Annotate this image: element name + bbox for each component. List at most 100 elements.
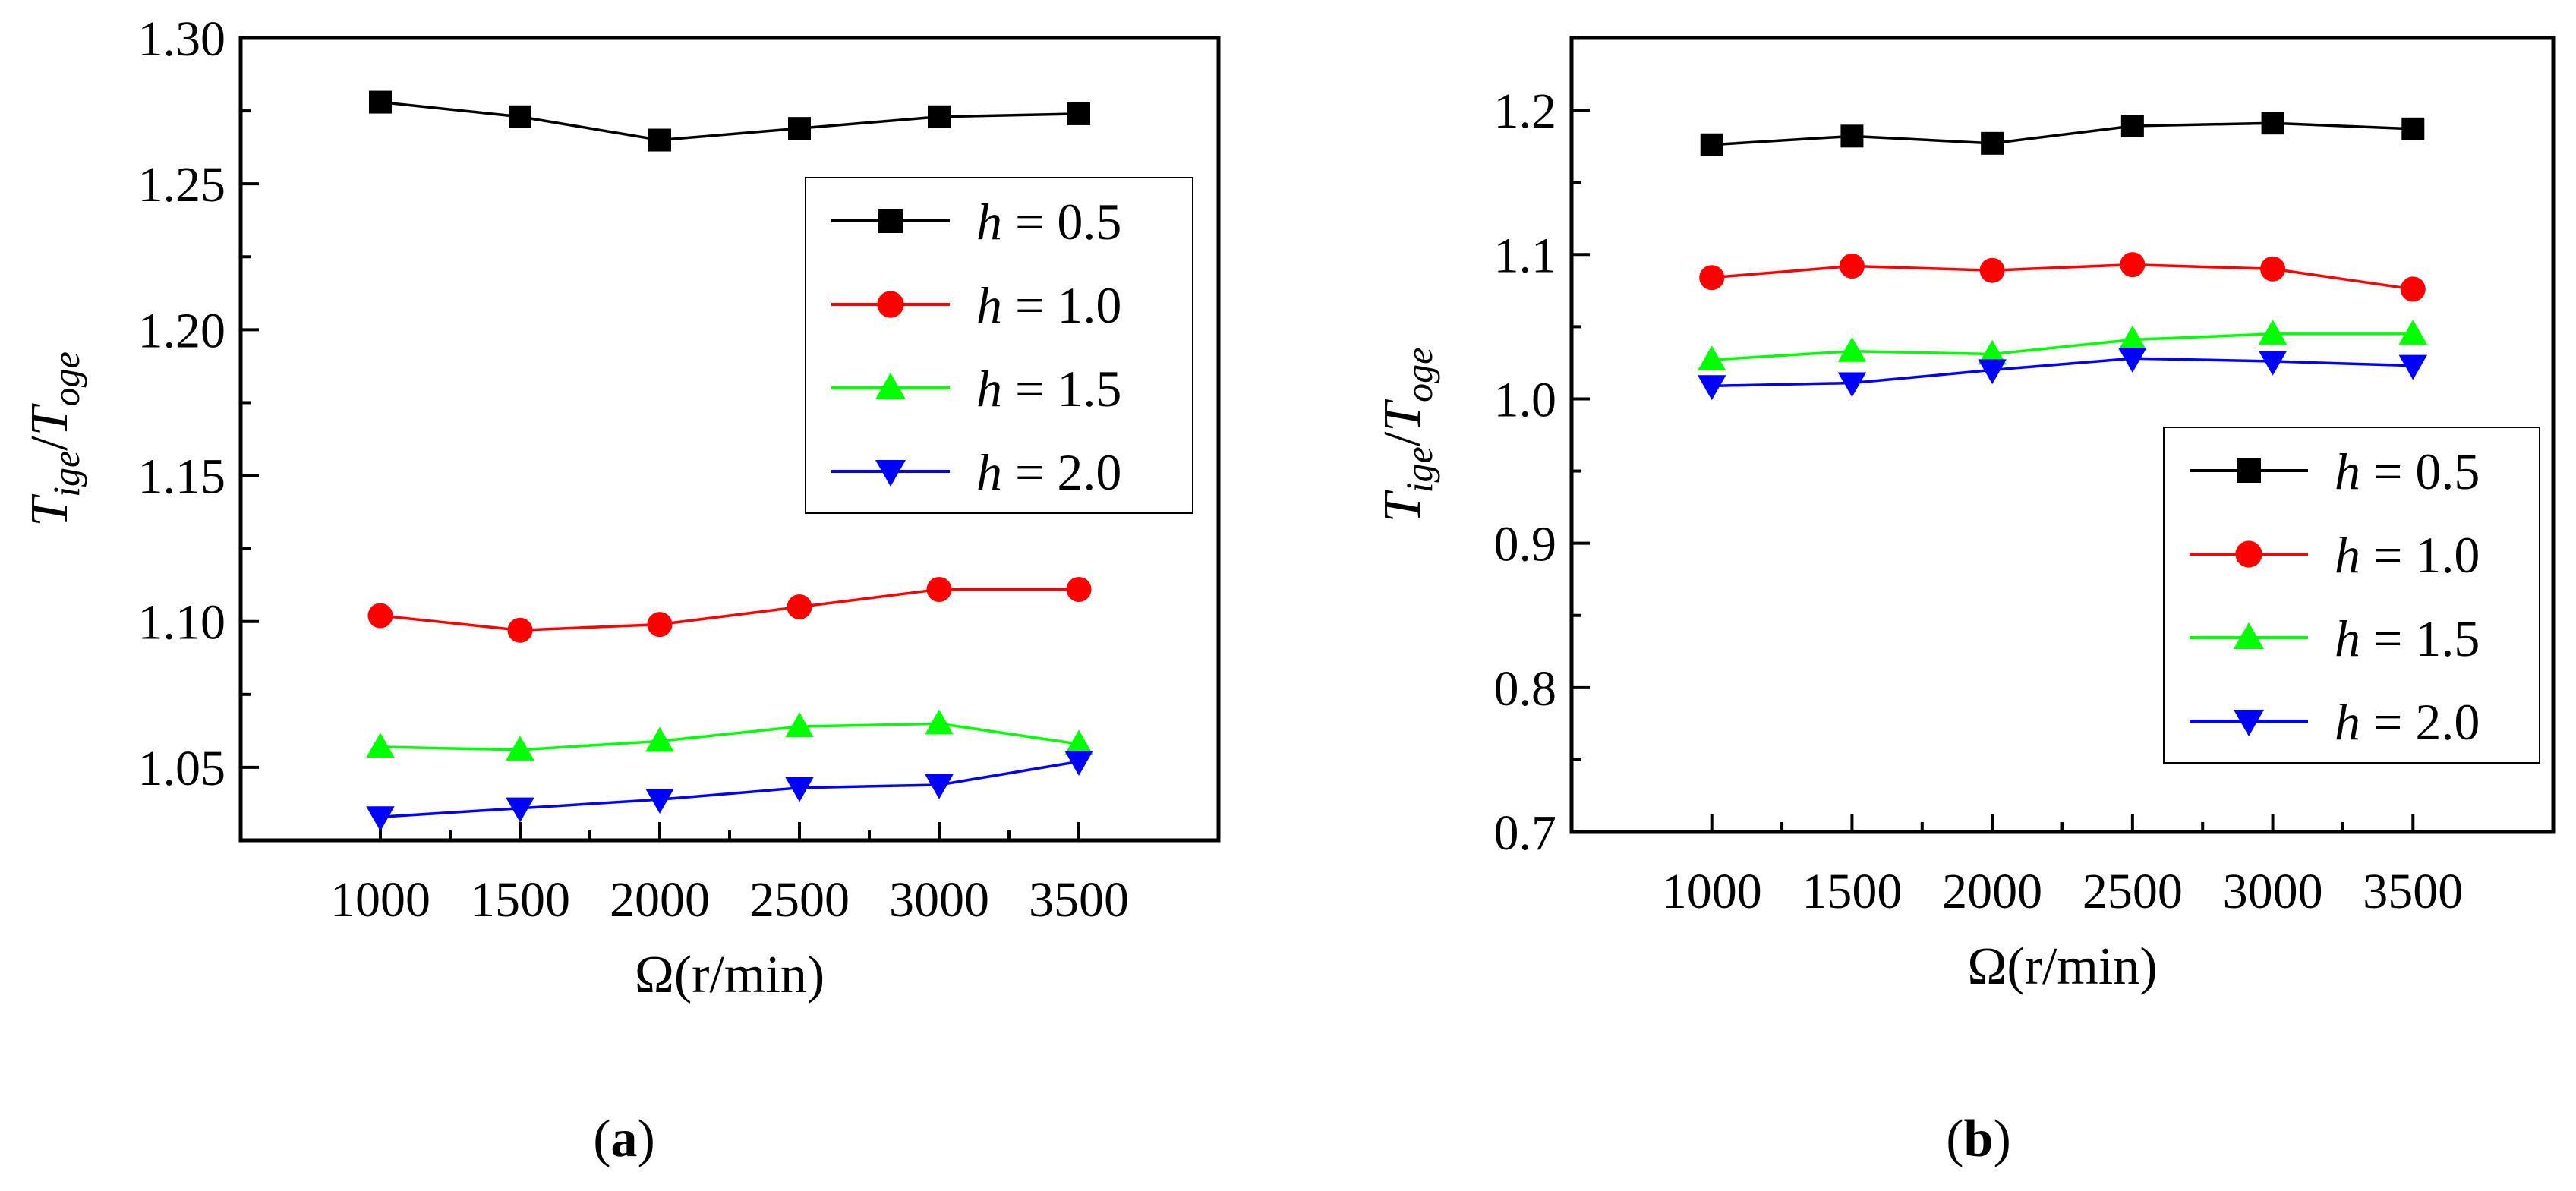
data-point [1700, 133, 1723, 156]
y-axis-title: Tige/Toge [20, 351, 87, 527]
y-tick-label: 1.0 [1494, 372, 1557, 427]
series-line-2 [1711, 263, 2414, 291]
x-tick-label: 3500 [2363, 864, 2463, 919]
y-tick-label: 1.25 [138, 157, 226, 213]
x-tick-label: 2500 [749, 872, 850, 928]
data-point [2118, 348, 2147, 373]
legend-marker [875, 373, 906, 399]
y-tick-label: 1.1 [1494, 228, 1557, 283]
data-point [366, 806, 395, 832]
series-line-1 [1711, 121, 2414, 147]
data-point [2118, 325, 2147, 351]
y-axis-title: Tige/Toge [1373, 348, 1440, 523]
legend-label: h = 0.5 [976, 193, 1121, 250]
data-point [1840, 124, 1864, 148]
x-tick-label: 2000 [610, 872, 710, 928]
y-tick-label: 1.20 [138, 303, 226, 358]
legend-marker [2235, 540, 2262, 568]
series-line-1 [380, 100, 1080, 142]
legend-label: h = 0.5 [2335, 443, 2480, 500]
data-point [788, 117, 811, 140]
data-point [1981, 131, 2004, 155]
data-point [2120, 252, 2146, 278]
x-tick-label: 1500 [1802, 864, 1902, 919]
data-point [507, 617, 533, 643]
legend-marker [2237, 458, 2261, 483]
data-point [1837, 336, 1867, 362]
x-tick-label: 2500 [2083, 864, 2183, 919]
y-tick-label: 1.10 [138, 595, 226, 651]
data-point [648, 128, 671, 152]
data-point [925, 774, 954, 799]
y-tick-label: 0.8 [1494, 661, 1557, 717]
data-point [785, 712, 814, 738]
data-point [2258, 350, 2288, 376]
data-point [1067, 102, 1090, 125]
panel-caption: (a) [593, 1110, 655, 1168]
x-tick-label: 1000 [330, 872, 430, 928]
legend-marker [875, 460, 906, 487]
series-line-4 [380, 760, 1080, 818]
legend-box [805, 177, 1193, 514]
data-point [1837, 372, 1867, 398]
data-point [926, 576, 952, 602]
data-point [785, 777, 814, 802]
data-point [1697, 375, 1726, 401]
y-tick-label: 1.15 [138, 449, 226, 505]
data-point [2261, 112, 2284, 135]
x-tick-label: 3000 [2223, 864, 2323, 919]
series-line-3 [1711, 332, 2414, 361]
legend-label: h = 2.0 [2335, 693, 2480, 751]
x-tick-label: 3500 [1029, 872, 1129, 928]
series-line-4 [1711, 357, 2414, 388]
y-tick-label: 1.30 [138, 11, 226, 67]
legend-label: h = 1.0 [2335, 526, 2480, 584]
y-tick-label: 1.05 [138, 741, 226, 796]
x-tick-label: 1000 [1662, 864, 1762, 919]
y-tick-label: 0.7 [1494, 805, 1557, 861]
legend-box [2163, 427, 2540, 764]
data-point [2260, 256, 2286, 282]
data-point [1978, 359, 2007, 385]
data-point [787, 594, 812, 620]
chart-panel-a: 1000 1500 2000 2500 3000 3500 1.05 1.10 1.15 1.20… [20, 11, 1221, 1168]
legend-marker [2234, 710, 2264, 736]
y-tick-label: 1.2 [1494, 83, 1557, 139]
legend-label: h = 1.0 [976, 276, 1121, 334]
x-tick-label: 1500 [470, 872, 570, 928]
data-point [2401, 117, 2425, 140]
series-line-2 [380, 588, 1079, 632]
legend-marker [878, 209, 903, 233]
y-tick-label: 0.9 [1494, 517, 1557, 572]
data-point [645, 789, 674, 814]
data-point [1699, 265, 1725, 291]
chart-panel-b: 1000 1500 2000 2500 3000 3500 0.7 0.8 0.9 1.0 1.1 1… [1373, 36, 2556, 1168]
x-axis-title: Ω(r/min) [635, 946, 825, 1004]
data-point [367, 603, 393, 629]
x-axis-title: Ω(r/min) [1967, 937, 2157, 996]
legend-label: h = 1.5 [2335, 610, 2480, 667]
data-point [1697, 345, 1726, 371]
data-point [1064, 751, 1093, 776]
legend: h = 0.5 h = 1.0 h = 1.5 h = 2.0 [2163, 427, 2540, 764]
data-point [1978, 339, 2007, 365]
data-point [1064, 729, 1093, 755]
panel-caption: (b) [1946, 1110, 2011, 1168]
data-point [928, 105, 951, 128]
data-point [925, 709, 954, 735]
data-point [1066, 576, 1092, 602]
series-line-3 [380, 722, 1080, 751]
data-point [2398, 354, 2428, 380]
x-tick-label: 3000 [889, 872, 989, 928]
data-point [1839, 253, 1865, 279]
data-point [2258, 320, 2288, 345]
legend-marker [877, 291, 904, 318]
data-point [369, 90, 392, 114]
data-point [2400, 276, 2426, 302]
x-tick-label: 2000 [1942, 864, 2042, 919]
data-point [366, 733, 395, 758]
legend-label: h = 2.0 [976, 443, 1121, 501]
data-point [509, 105, 531, 128]
data-point [1979, 257, 2005, 283]
